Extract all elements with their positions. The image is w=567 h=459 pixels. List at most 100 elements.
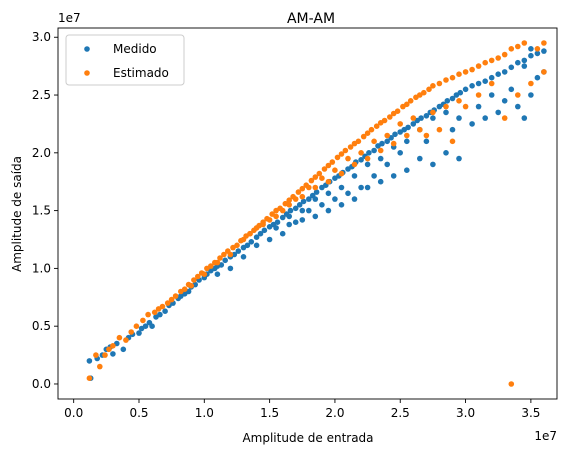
data-point-medido bbox=[339, 185, 345, 191]
data-point-medido bbox=[267, 237, 273, 243]
data-point-estimado bbox=[450, 139, 456, 145]
data-point-estimado bbox=[110, 343, 116, 349]
data-point-medido bbox=[301, 199, 307, 205]
data-point-medido bbox=[288, 208, 294, 214]
data-point-medido bbox=[463, 87, 469, 93]
data-point-estimado bbox=[93, 352, 99, 358]
data-point-estimado bbox=[267, 217, 273, 223]
data-point-estimado bbox=[339, 171, 345, 177]
data-point-medido bbox=[469, 83, 475, 89]
data-point-estimado bbox=[456, 71, 462, 77]
data-point-estimado bbox=[319, 175, 325, 181]
data-point-medido bbox=[162, 308, 168, 314]
data-point-medido bbox=[495, 71, 501, 77]
data-point-estimado bbox=[509, 381, 515, 387]
data-point-estimado bbox=[522, 40, 528, 46]
data-point-estimado bbox=[202, 271, 208, 277]
data-point-estimado bbox=[397, 121, 403, 127]
x-tick-label: 0.0 bbox=[64, 406, 83, 420]
data-point-estimado bbox=[286, 202, 292, 208]
y-axis-label: Amplitude de saída bbox=[10, 156, 24, 272]
y-tick-label: 3.0 bbox=[32, 30, 51, 44]
data-point-estimado bbox=[417, 127, 423, 133]
data-point-estimado bbox=[463, 104, 469, 110]
data-point-medido bbox=[366, 150, 372, 156]
data-point-medido bbox=[476, 81, 482, 87]
data-point-estimado bbox=[228, 252, 234, 258]
data-point-estimado bbox=[300, 194, 306, 200]
data-point-estimado bbox=[352, 162, 358, 168]
data-point-estimado bbox=[117, 335, 123, 341]
data-point-medido bbox=[443, 110, 449, 116]
data-point-medido bbox=[339, 202, 345, 208]
data-point-estimado bbox=[378, 148, 384, 154]
x-tick-label: 3.0 bbox=[456, 406, 475, 420]
data-point-medido bbox=[535, 75, 541, 81]
data-point-medido bbox=[522, 63, 528, 69]
data-point-medido bbox=[489, 75, 495, 81]
data-point-medido bbox=[443, 150, 449, 156]
data-point-medido bbox=[515, 60, 521, 66]
data-point-estimado bbox=[495, 55, 501, 61]
data-point-medido bbox=[482, 115, 488, 121]
data-point-medido bbox=[352, 196, 358, 202]
data-point-medido bbox=[149, 323, 155, 329]
data-point-medido bbox=[515, 104, 521, 110]
data-point-medido bbox=[313, 196, 319, 202]
legend: Medido Estimado bbox=[66, 35, 184, 85]
data-point-estimado bbox=[384, 133, 390, 139]
y-tick-label: 2.0 bbox=[32, 146, 51, 160]
data-point-estimado bbox=[443, 104, 449, 110]
data-point-medido bbox=[424, 139, 430, 145]
data-point-medido bbox=[502, 98, 508, 104]
data-point-medido bbox=[313, 214, 319, 220]
data-point-estimado bbox=[241, 237, 247, 243]
data-point-medido bbox=[87, 358, 93, 364]
data-point-estimado bbox=[382, 118, 388, 124]
data-point-medido bbox=[489, 92, 495, 98]
data-point-estimado bbox=[140, 318, 146, 324]
data-point-estimado bbox=[476, 92, 482, 98]
x-tick-label: 2.0 bbox=[325, 406, 344, 420]
data-point-medido bbox=[241, 254, 247, 260]
data-point-estimado bbox=[421, 90, 427, 96]
data-point-estimado bbox=[515, 92, 521, 98]
data-point-medido bbox=[300, 217, 306, 223]
data-point-estimado bbox=[456, 98, 462, 104]
data-point-estimado bbox=[358, 150, 364, 156]
data-point-medido bbox=[358, 185, 364, 191]
data-point-estimado bbox=[482, 60, 488, 66]
data-point-estimado bbox=[437, 127, 443, 133]
data-point-medido bbox=[222, 258, 228, 264]
y-tick-label: 1.0 bbox=[32, 261, 51, 275]
data-point-estimado bbox=[430, 110, 436, 116]
data-point-estimado bbox=[343, 148, 349, 154]
data-point-medido bbox=[418, 115, 424, 121]
data-point-estimado bbox=[215, 260, 221, 266]
data-point-estimado bbox=[182, 286, 188, 292]
data-point-estimado bbox=[306, 185, 312, 191]
data-point-medido bbox=[273, 225, 279, 231]
data-point-estimado bbox=[502, 115, 508, 121]
data-point-medido bbox=[391, 173, 397, 179]
data-point-estimado bbox=[313, 185, 319, 191]
data-point-estimado bbox=[87, 375, 93, 381]
data-point-estimado bbox=[404, 133, 410, 139]
data-point-medido bbox=[476, 104, 482, 110]
data-point-estimado bbox=[188, 283, 194, 289]
data-point-medido bbox=[262, 228, 268, 234]
data-point-estimado bbox=[489, 58, 495, 64]
data-point-medido bbox=[365, 185, 371, 191]
data-point-medido bbox=[371, 148, 377, 154]
data-point-estimado bbox=[408, 98, 414, 104]
data-point-estimado bbox=[326, 179, 332, 185]
x-tick-label: 0.5 bbox=[129, 406, 148, 420]
chart-title: AM-AM bbox=[287, 11, 335, 27]
data-point-estimado bbox=[123, 337, 129, 343]
data-point-medido bbox=[495, 110, 501, 116]
data-point-estimado bbox=[489, 81, 495, 87]
data-point-estimado bbox=[254, 225, 260, 231]
data-point-estimado bbox=[541, 69, 547, 75]
data-point-estimado bbox=[509, 46, 515, 52]
data-point-medido bbox=[228, 266, 234, 272]
